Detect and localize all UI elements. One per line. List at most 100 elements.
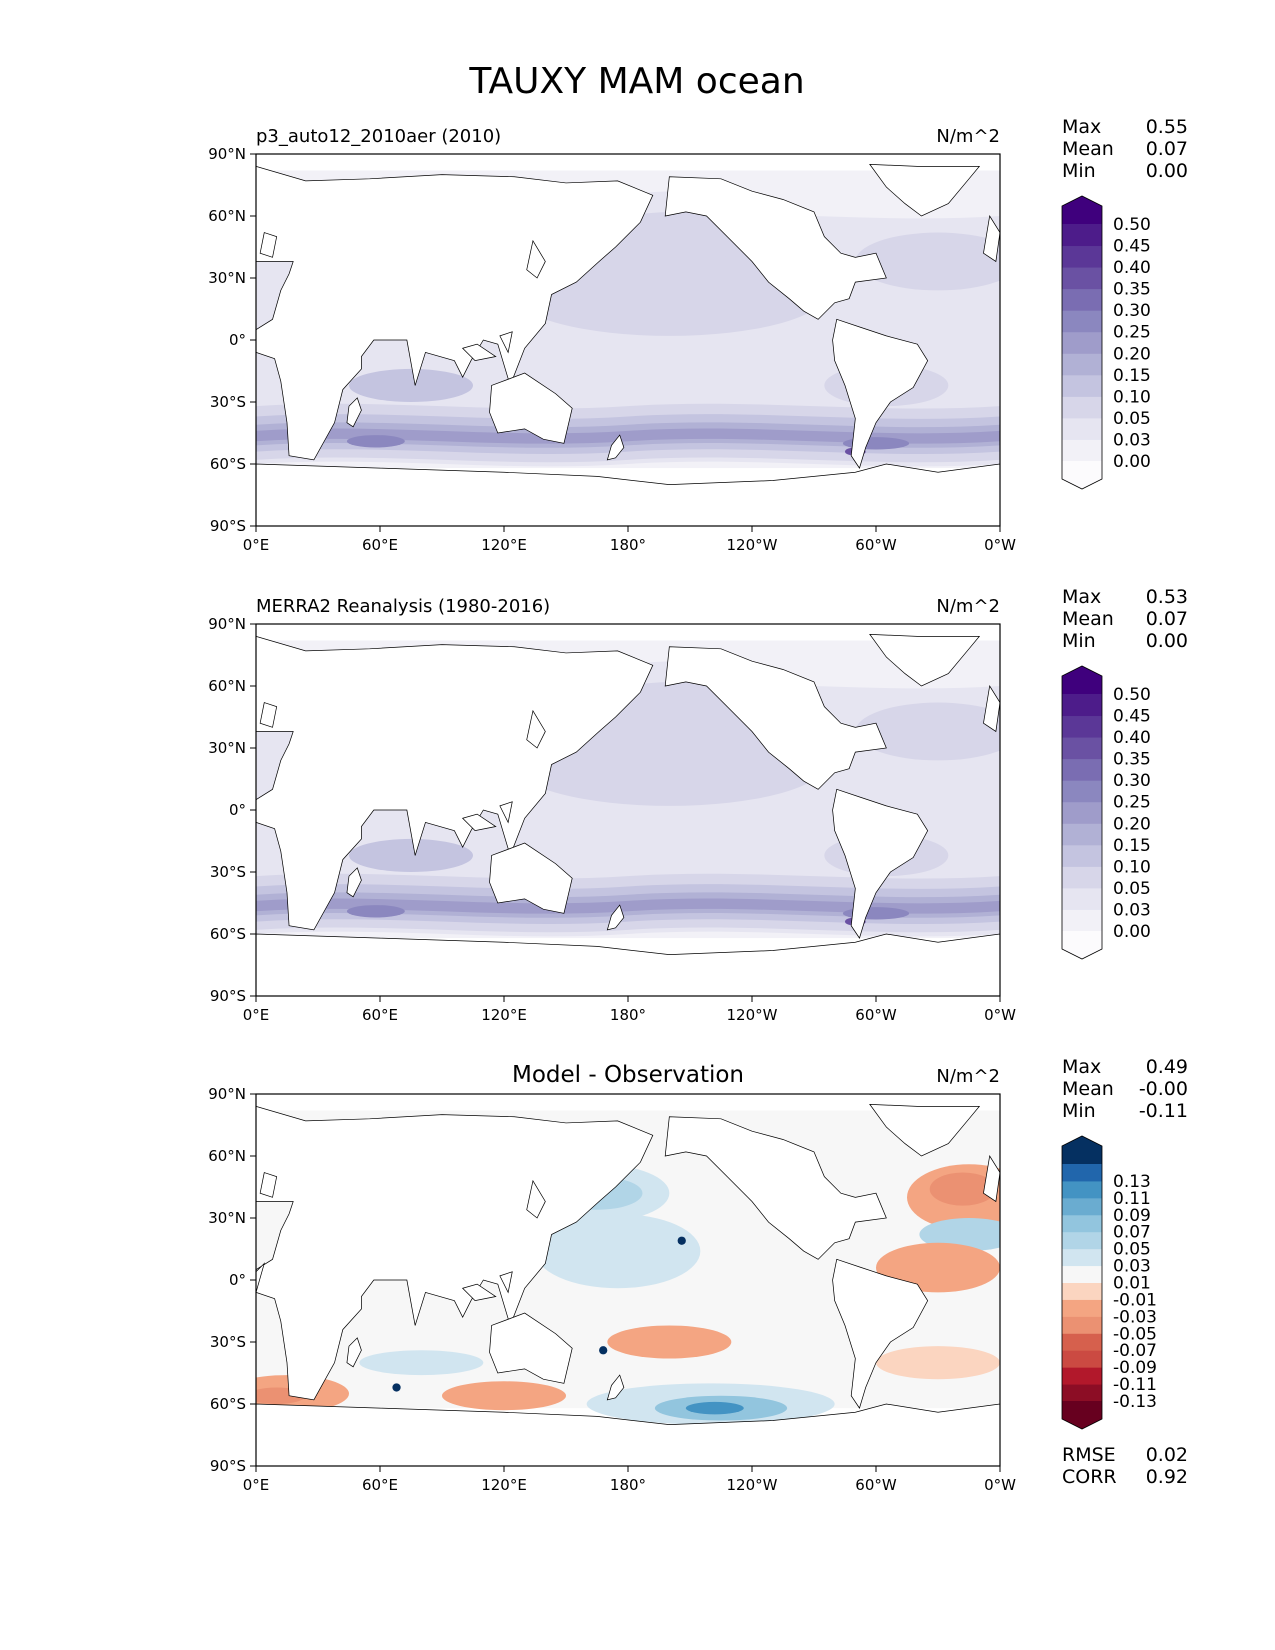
- contour-region: [392, 1383, 401, 1392]
- colorbar-segment: [1062, 461, 1102, 489]
- colorbar-label: -0.01: [1113, 1290, 1157, 1310]
- coastline: [983, 1154, 1000, 1203]
- coastline: [489, 842, 573, 914]
- colorbar-segment: [1062, 1136, 1102, 1164]
- colorbar-label: 0.09: [1113, 1206, 1151, 1226]
- contour-region: [349, 838, 473, 872]
- coastline: [983, 684, 1000, 733]
- panel-title: Model - Observation: [512, 1062, 744, 1088]
- colorbar-label: 0.00: [1113, 452, 1151, 472]
- x-tick-label: 0°W: [984, 1476, 1016, 1494]
- stat-label: CORR: [1062, 1466, 1117, 1488]
- colorbar-segment: [1062, 1265, 1102, 1283]
- units-label: N/m^2: [936, 596, 1000, 617]
- colorbar-label: 0.45: [1113, 707, 1151, 727]
- contour-region: [677, 1236, 686, 1245]
- colorbar-outline: [1061, 665, 1103, 960]
- panel-difference: Model - Observation N/m^2 0°E 60°E 120°E 180°…: [208, 1056, 1188, 1494]
- y-tick-label: 60°S: [210, 1395, 246, 1413]
- colorbar-segment: [1062, 1197, 1102, 1216]
- coastline: [489, 1312, 573, 1384]
- coastline: [259, 702, 278, 728]
- contour-region: [685, 1401, 744, 1415]
- colorbar: 0.000.030.050.100.150.200.250.300.350.40…: [1061, 665, 1151, 960]
- x-tick-label: 180°: [610, 536, 646, 554]
- x-tick-label: 60°W: [855, 1006, 897, 1024]
- colorbar-outline: [1061, 195, 1103, 490]
- colorbar-label: 0.45: [1113, 237, 1151, 257]
- colorbar-label: 0.15: [1113, 836, 1151, 856]
- coastline: [832, 788, 929, 939]
- coastline: [256, 1262, 265, 1293]
- colorbar-segment: [1062, 887, 1102, 910]
- stat-value: 0.55: [1146, 116, 1188, 138]
- coastline: [664, 176, 887, 320]
- y-tick-label: 30°N: [208, 1209, 246, 1227]
- stat-value: 0.00: [1146, 160, 1188, 182]
- colorbar-segment: [1062, 1248, 1102, 1267]
- contour-region: [346, 905, 405, 918]
- coastline: [832, 1258, 929, 1409]
- colorbar-label: 0.10: [1113, 387, 1151, 407]
- colorbar-label: 0.00: [1113, 922, 1151, 942]
- y-tick-label: 30°S: [210, 863, 246, 881]
- contour-region: [256, 428, 1000, 444]
- coastline: [256, 636, 654, 931]
- y-tick-label: 30°N: [208, 269, 246, 287]
- units-label: N/m^2: [936, 126, 1000, 147]
- coastline: [869, 633, 981, 687]
- colorbar: 0.000.030.050.100.150.200.250.300.350.40…: [1061, 195, 1151, 490]
- x-tick-label: 120°W: [727, 1476, 778, 1494]
- colorbar-segment: [1062, 1384, 1102, 1402]
- coastline: [259, 1172, 278, 1198]
- contour-region: [855, 702, 1000, 761]
- colorbar-label: 0.03: [1113, 1257, 1151, 1277]
- stat-label: Max: [1062, 586, 1101, 608]
- y-tick-label: 0°: [229, 331, 246, 349]
- stat-value: 0.92: [1146, 1466, 1188, 1488]
- colorbar-label: 0.25: [1113, 793, 1151, 813]
- colorbar-segment: [1062, 1164, 1102, 1182]
- x-tick-label: 120°E: [481, 1006, 527, 1024]
- y-tick-label: 60°N: [208, 207, 246, 225]
- stat-label: Mean: [1062, 608, 1114, 630]
- colorbar-label: 0.05: [1113, 1240, 1151, 1260]
- colorbar-label: 0.40: [1113, 258, 1151, 278]
- colorbar-label: 0.35: [1113, 750, 1151, 770]
- y-tick-label: 90°S: [210, 987, 246, 1005]
- stat-label: Mean: [1062, 1078, 1114, 1100]
- y-tick-label: 60°N: [208, 677, 246, 695]
- x-tick-label: 60°E: [362, 1476, 398, 1494]
- colorbar-segment: [1062, 396, 1102, 419]
- colorbar-label: 0.50: [1113, 215, 1151, 235]
- colorbar-label: 0.25: [1113, 323, 1151, 343]
- x-tick-label: 120°E: [481, 1476, 527, 1494]
- colorbar-segment: [1062, 780, 1102, 803]
- stat-label: Max: [1062, 1056, 1101, 1078]
- colorbar-label: -0.11: [1113, 1375, 1157, 1395]
- stat-label: Min: [1062, 160, 1096, 182]
- colorbar-label: 0.05: [1113, 879, 1151, 899]
- coastline: [526, 1179, 546, 1219]
- colorbar-label: -0.07: [1113, 1341, 1157, 1361]
- x-tick-label: 60°E: [362, 536, 398, 554]
- colorbar-segment: [1062, 931, 1102, 959]
- colorbar-segment: [1062, 267, 1102, 290]
- y-tick-label: 90°S: [210, 517, 246, 535]
- y-tick-label: 90°N: [208, 145, 246, 163]
- colorbar-outline: [1061, 1135, 1103, 1430]
- y-tick-label: 0°: [229, 1271, 246, 1289]
- stat-value: 0.02: [1146, 1444, 1188, 1466]
- x-tick-label: 0°E: [243, 1006, 270, 1024]
- colorbar-segment: [1062, 758, 1102, 781]
- coastline: [256, 1106, 654, 1401]
- x-tick-label: 60°W: [855, 536, 897, 554]
- colorbar-segment: [1062, 1299, 1102, 1317]
- colorbar-label: 0.10: [1113, 857, 1151, 877]
- coastline: [499, 801, 513, 824]
- colorbar-label: 0.11: [1113, 1189, 1151, 1209]
- colorbar-segment: [1062, 310, 1102, 333]
- colorbar-segment: [1062, 1214, 1102, 1233]
- stat-value: 0.07: [1146, 138, 1188, 160]
